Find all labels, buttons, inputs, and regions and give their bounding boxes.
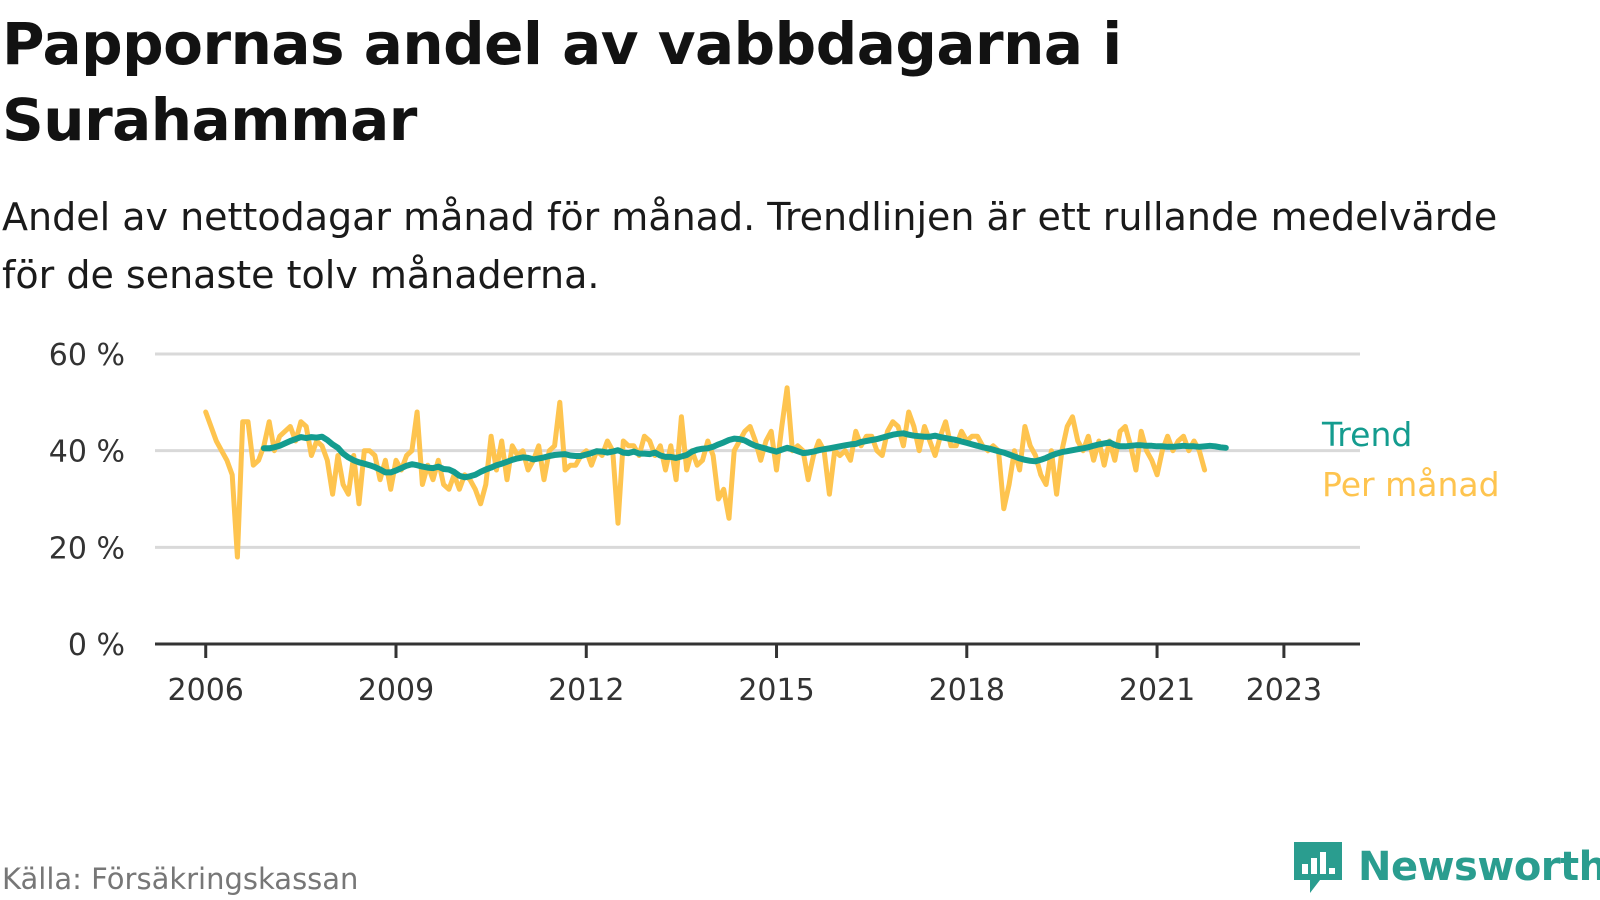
- x-tick-label: 2015: [738, 673, 814, 708]
- chart-title: Pappornas andel av vabbdagarna i Suraham…: [2, 10, 1122, 154]
- chart-subtitle: Andel av nettodagar månad för månad. Tre…: [2, 195, 1498, 297]
- source-note: Källa: Försäkringskassan: [2, 862, 359, 896]
- y-tick-label: 20 %: [49, 531, 125, 566]
- newsworthy-logo-icon: [1294, 842, 1342, 893]
- brand-logo[interactable]: Newsworthy: [1290, 838, 1600, 896]
- y-tick-label: 60 %: [49, 338, 125, 373]
- x-tick-label: 2018: [929, 673, 1005, 708]
- y-tick-label: 0 %: [68, 628, 125, 663]
- trend-series-line: [260, 430, 1229, 481]
- series-lines: [203, 385, 1229, 560]
- line-chart: 0 % 20 % 40 % 60 % 2006 2009 2012 2015 2018 2021…: [49, 338, 1500, 708]
- x-tick-label: 2023: [1246, 673, 1322, 708]
- x-tick-label: 2021: [1119, 673, 1195, 708]
- y-tick-label: 40 %: [49, 435, 125, 470]
- trend-series-label: Trend: [1321, 415, 1412, 454]
- x-axis: 2006 2009 2012 2015 2018 2021 2023: [155, 642, 1360, 708]
- monthly-series-label: Per månad: [1322, 465, 1500, 504]
- monthly-series-line: [203, 385, 1208, 560]
- x-tick-label: 2006: [168, 673, 244, 708]
- x-tick-label: 2012: [548, 673, 624, 708]
- brand-name: Newsworthy: [1358, 844, 1600, 890]
- gridlines: 0 % 20 % 40 % 60 %: [49, 338, 1360, 663]
- x-tick-label: 2009: [358, 673, 434, 708]
- series-labels: Per månad Trend: [1321, 415, 1500, 504]
